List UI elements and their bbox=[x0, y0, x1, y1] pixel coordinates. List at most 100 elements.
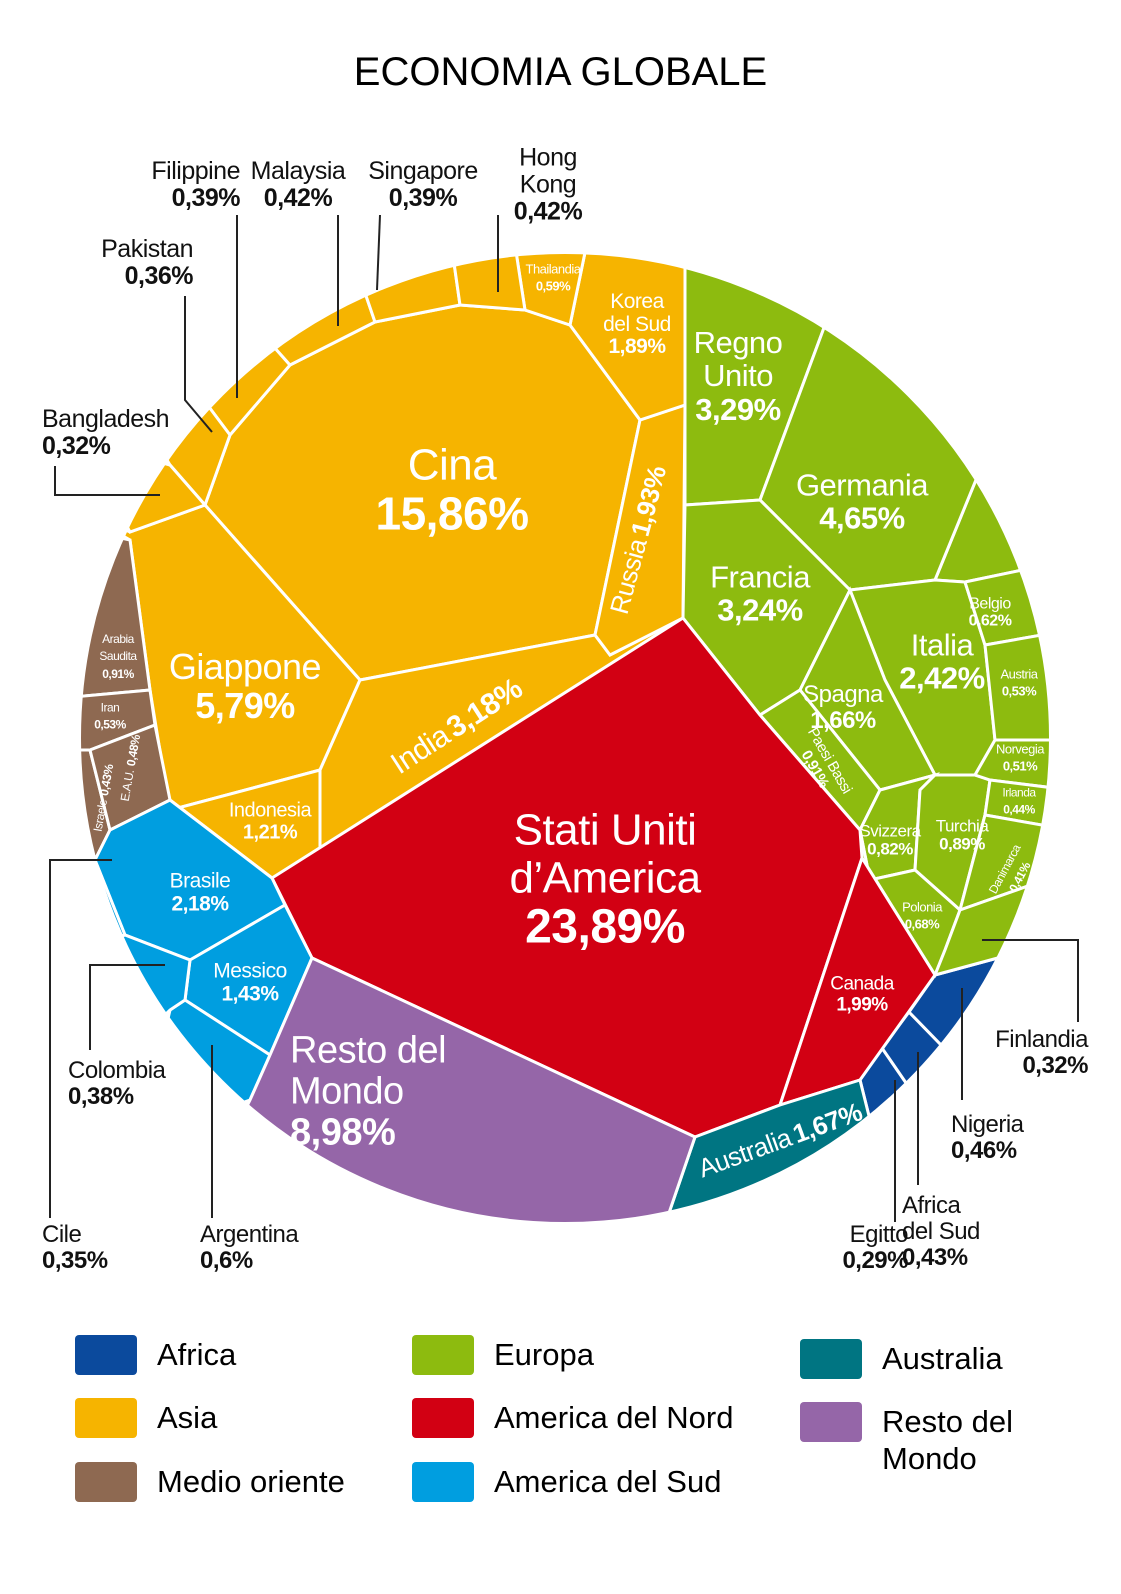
value-label: 2,42% bbox=[899, 661, 985, 696]
value-label: 0,44% bbox=[1003, 803, 1035, 817]
legend-swatch bbox=[800, 1339, 862, 1379]
value-label: 0,62% bbox=[968, 613, 1012, 630]
cell-label: Filippine 0,39% bbox=[140, 158, 240, 212]
value-label: 1,43% bbox=[221, 982, 279, 1005]
category-label: Austria bbox=[1000, 666, 1038, 682]
legend-label: Resto del Mondo bbox=[882, 1404, 1013, 1477]
value-label: 0,6% bbox=[200, 1247, 253, 1274]
leader-line bbox=[184, 296, 213, 433]
cell-label: Messico 1,43% bbox=[200, 959, 300, 1005]
cell-label: Irlanda 0,44% bbox=[989, 784, 1049, 819]
legend-swatch bbox=[412, 1462, 474, 1502]
cell-label: Hong Kong 0,42% bbox=[488, 144, 608, 226]
category-label: Norvegia bbox=[995, 741, 1045, 757]
cell-label: Egitto 0,29% bbox=[828, 1222, 908, 1274]
category-label: Polonia bbox=[902, 899, 942, 915]
value-label: 1,21% bbox=[242, 821, 298, 843]
category-label: Turchia bbox=[935, 816, 989, 836]
cell-label: Austria 0,53% bbox=[989, 666, 1049, 701]
value-label: 5,79% bbox=[195, 685, 295, 726]
category-label: Iran bbox=[100, 700, 120, 715]
category-label: Indonesia bbox=[228, 799, 312, 822]
value-label: 0,32% bbox=[42, 432, 111, 460]
cell-label: Polonia 0,68% bbox=[887, 899, 957, 934]
legend-label: America del Sud bbox=[494, 1464, 722, 1499]
cell-label: Spagna 1,66% bbox=[793, 682, 893, 734]
cell-label: Pakistan 0,36% bbox=[93, 236, 193, 290]
cell-label: Arabia Saudita 0,91% bbox=[88, 630, 148, 682]
legend-label: Asia bbox=[157, 1400, 218, 1435]
value-label: 23,89% bbox=[525, 900, 685, 954]
category-label: Resto del Mondo bbox=[290, 1029, 447, 1113]
legend-label: America del Nord bbox=[494, 1400, 734, 1435]
cell-label: Nigeria 0,46% bbox=[951, 1112, 1041, 1164]
category-label: Irlanda bbox=[1002, 785, 1036, 800]
cell-label: Norvegia 0,51% bbox=[988, 741, 1053, 776]
category-label: Cina bbox=[407, 440, 497, 490]
legend-swatch bbox=[75, 1462, 137, 1502]
value-label: 0,39% bbox=[171, 184, 241, 212]
cell-label: Iran 0,53% bbox=[85, 699, 135, 734]
value-label: 0,42% bbox=[513, 197, 583, 226]
value-label: 0,35% bbox=[42, 1247, 108, 1274]
value-label: 0,68% bbox=[904, 917, 940, 932]
value-label: 4,65% bbox=[819, 501, 905, 536]
category-label: Pakistan bbox=[101, 235, 193, 263]
category-label: Singapore bbox=[368, 157, 478, 185]
legend-swatch bbox=[75, 1335, 137, 1375]
cells bbox=[80, 253, 1050, 1223]
value-label: 0,53% bbox=[94, 718, 126, 732]
cell-label: Bangladesh 0,32% bbox=[42, 406, 172, 460]
category-label: Nigeria bbox=[951, 1111, 1024, 1139]
value-label: 15,86% bbox=[375, 486, 529, 539]
cell-label: Stati Uniti d’America 23,89% bbox=[475, 805, 735, 954]
cell bbox=[443, 253, 527, 312]
category-label: Korea del Sud bbox=[603, 289, 671, 336]
category-label: Giappone bbox=[168, 646, 322, 688]
category-label: Messico bbox=[213, 959, 287, 983]
category-label: Svizzera bbox=[859, 821, 921, 841]
value-label: 0,43% bbox=[902, 1243, 968, 1271]
cell-label: Argentina 0,6% bbox=[200, 1222, 310, 1274]
leader-line bbox=[49, 859, 112, 1218]
cell-label: Malaysia 0,42% bbox=[248, 158, 348, 212]
value-label: 3,24% bbox=[717, 593, 803, 628]
value-label: 1,66% bbox=[810, 707, 876, 734]
category-label: Francia bbox=[710, 559, 810, 595]
value-label: 0,38% bbox=[68, 1083, 134, 1110]
legend-label: Europa bbox=[494, 1337, 594, 1372]
chart-title: ECONOMIA GLOBALE bbox=[353, 50, 768, 94]
cell-label: Indonesia 1,21% bbox=[215, 800, 325, 843]
cell-label: Germania 4,65% bbox=[782, 467, 942, 536]
value-label: 8,98% bbox=[290, 1111, 396, 1154]
leader-line bbox=[89, 964, 165, 1050]
value-label: 0,59% bbox=[535, 279, 571, 294]
legend-label: Australia bbox=[882, 1341, 1003, 1376]
category-label: Africa del Sud bbox=[902, 1192, 980, 1246]
cell-label: Regno Unito 3,29% bbox=[683, 324, 793, 426]
category-label: Colombia bbox=[68, 1057, 166, 1085]
cell-label: Giappone 5,79% bbox=[160, 646, 330, 726]
value-label: 1,89% bbox=[608, 335, 666, 359]
cell-label: Resto del Mondo 8,98% bbox=[290, 1030, 520, 1153]
outline bbox=[79, 252, 1051, 1224]
legend-swatch bbox=[412, 1398, 474, 1438]
value-label: 0,91% bbox=[102, 666, 134, 681]
value-label: 0,46% bbox=[951, 1137, 1017, 1164]
category-label: Stati Uniti d’America bbox=[509, 805, 701, 903]
category-label: Arabia Saudita bbox=[99, 632, 137, 664]
category-label: Brasile bbox=[169, 869, 231, 893]
legend-swatch bbox=[412, 1335, 474, 1375]
cell-label: Turchia 0,89% bbox=[922, 816, 1002, 855]
cell-label: Svizzera 0,82% bbox=[850, 821, 930, 860]
value-label: 0,29% bbox=[842, 1247, 908, 1274]
leader-line bbox=[54, 466, 160, 496]
cell-label: Africa del Sud 0,43% bbox=[902, 1193, 992, 1271]
leader-line bbox=[376, 214, 381, 291]
category-label: Finlandia bbox=[995, 1026, 1088, 1054]
category-label: Germania bbox=[795, 467, 929, 503]
cell-label: Italia 2,42% bbox=[882, 628, 1002, 696]
cell-label: Korea del Sud 1,89% bbox=[597, 289, 677, 359]
category-label: Regno Unito bbox=[693, 324, 783, 394]
